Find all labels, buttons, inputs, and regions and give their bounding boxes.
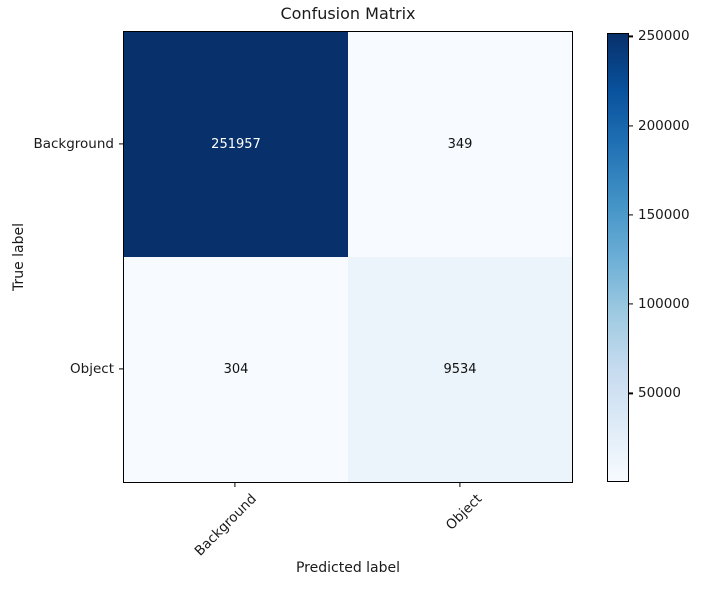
x-tick-mark xyxy=(234,483,236,487)
colorbar-tick-label: 100000 xyxy=(638,296,690,313)
colorbar-tick-mark xyxy=(629,35,633,38)
y-tick-mark xyxy=(119,143,123,145)
matrix-cell-true-object-pred-background: 304 xyxy=(124,257,348,482)
x-tick-label-background: Background xyxy=(192,491,261,560)
cell-value: 349 xyxy=(447,137,473,152)
y-axis-label: True label xyxy=(11,222,27,292)
x-tick-label-object: Object xyxy=(442,491,486,534)
colorbar-tick-label: 250000 xyxy=(638,28,690,45)
x-tick-mark xyxy=(459,483,461,487)
chart-title: Confusion Matrix xyxy=(280,4,416,23)
colorbar xyxy=(607,33,629,482)
colorbar-tick-mark xyxy=(629,392,633,394)
colorbar-tick-label: 50000 xyxy=(638,385,681,402)
cell-value: 251957 xyxy=(211,137,261,152)
y-tick-mark xyxy=(119,368,123,370)
matrix-cell-true-background-pred-object: 349 xyxy=(348,32,572,257)
colorbar-tick-label: 150000 xyxy=(638,206,690,223)
y-tick-label-background: Background xyxy=(33,136,114,152)
y-tick-label-object: Object xyxy=(70,361,114,377)
cell-value: 304 xyxy=(223,362,249,377)
matrix-cell-true-object-pred-object: 9534 xyxy=(348,257,572,482)
colorbar-tick-label: 200000 xyxy=(638,117,690,134)
matrix-cell-true-background-pred-background: 251957 xyxy=(124,32,348,257)
heatmap-axes: 251957 349 304 9534 xyxy=(123,31,573,483)
colorbar-tick-mark xyxy=(629,303,633,305)
colorbar-tick-mark xyxy=(629,214,633,216)
x-axis-label: Predicted label xyxy=(295,560,401,576)
colorbar-tick-mark xyxy=(629,125,633,127)
cell-value: 9534 xyxy=(443,362,477,377)
